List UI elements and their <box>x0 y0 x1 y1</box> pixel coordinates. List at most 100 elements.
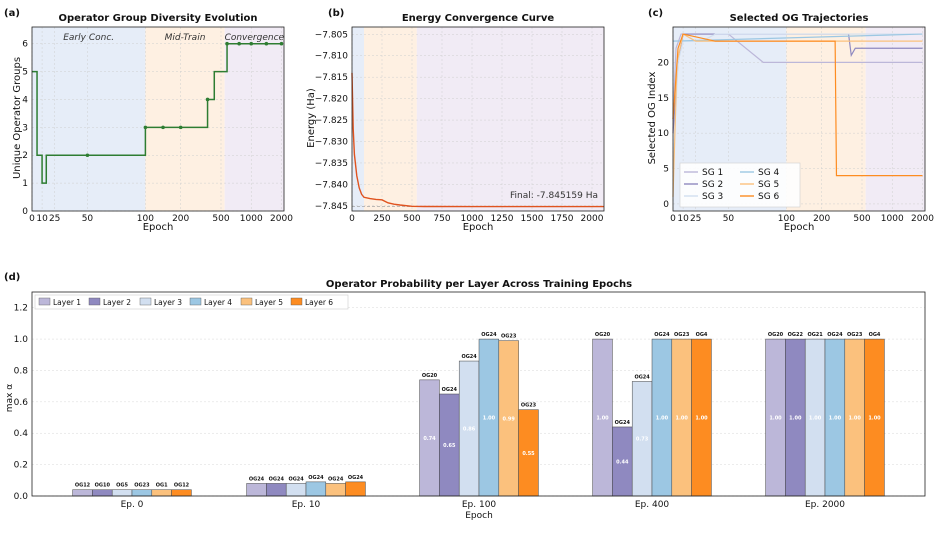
panel-c: (c) Selected OG Trajectories Epoch Selec… <box>647 8 934 233</box>
x-tick-label: 500 <box>212 214 229 224</box>
phase-label: Convergence <box>225 33 285 43</box>
x-tick-label: 1000 <box>461 214 484 224</box>
x-tick-label: 100 <box>778 214 795 224</box>
x-tick-label: Ep. 2000 <box>805 500 845 510</box>
bar <box>151 489 172 497</box>
phase-band <box>32 27 146 211</box>
bar-value-label: 1.00 <box>676 416 689 422</box>
bar-og-label: OG12 <box>75 483 91 489</box>
x-tick-label: 500 <box>853 214 870 224</box>
x-tick-label: 2000 <box>581 214 604 224</box>
y-tick-label: 0.2 <box>14 461 28 471</box>
panel-c-xlabel: Epoch <box>784 222 815 233</box>
panel-a-ylabel: Unique Operator Groups <box>12 57 23 179</box>
panel-c-legend: SG 1 SG 2 SG 3 SG 4 SG 5 SG 6 <box>679 162 801 208</box>
panel-c-label: (c) <box>648 8 663 19</box>
legend-swatch <box>88 297 101 306</box>
bar <box>305 481 327 497</box>
y-tick-label: 0 <box>22 207 28 217</box>
x-tick-label: Ep. 10 <box>292 500 321 510</box>
phase-band <box>224 27 284 211</box>
y-tick-label: 0.4 <box>14 429 29 439</box>
legend-label: Layer 6 <box>305 298 333 307</box>
legend-label: SG 2 <box>702 180 723 190</box>
x-tick-label: 25 <box>690 214 701 224</box>
panel-a-title: Operator Group Diversity Evolution <box>58 13 257 24</box>
bar-og-label: OG23 <box>134 483 150 489</box>
legend-swatch <box>189 297 202 306</box>
y-tick-label: −7.840 <box>315 180 349 190</box>
x-tick-label: 10 <box>677 214 689 224</box>
bar-og-label: OG20 <box>422 373 438 379</box>
x-tick-label: 2000 <box>911 214 934 224</box>
bar <box>345 481 366 497</box>
bar <box>131 489 153 497</box>
bar-og-label: OG4 <box>696 332 708 338</box>
y-tick-label: −7.805 <box>315 30 348 40</box>
panel-d-ylabel: max α <box>5 384 15 412</box>
panel-a-grid <box>31 27 284 212</box>
bar-value-label: 1.00 <box>656 416 669 422</box>
panel-a-frame <box>31 26 285 212</box>
y-tick-label: 6 <box>22 40 28 50</box>
x-tick-label: 50 <box>82 214 94 224</box>
trajectory-line <box>672 33 923 177</box>
x-tick-label: 500 <box>403 214 420 224</box>
bar-og-label: OG24 <box>308 475 324 481</box>
panel-a-xlabel: Epoch <box>143 222 174 233</box>
legend-label: Layer 1 <box>53 298 81 307</box>
x-tick-label: 50 <box>723 214 735 224</box>
x-tick-label: Ep. 400 <box>635 500 670 510</box>
diversity-point <box>85 153 90 158</box>
bar <box>266 483 287 497</box>
bar-og-label: OG22 <box>788 332 804 338</box>
diversity-point <box>237 41 241 46</box>
bar-og-label: OG24 <box>288 476 304 482</box>
y-tick-label: 0.6 <box>14 398 29 408</box>
panel-b-ylabel: Energy (Ha) <box>306 88 317 148</box>
y-tick-label: 15 <box>658 94 669 104</box>
y-tick-label: −7.820 <box>315 95 349 105</box>
panel-c-frame <box>672 26 926 212</box>
y-tick-label: 1.2 <box>14 304 28 314</box>
bar-og-label: OG24 <box>328 476 344 482</box>
bar <box>72 489 93 497</box>
panel-b: (b) Energy Convergence Curve Epoch Energ… <box>306 8 605 233</box>
bar-value-label: 0.44 <box>616 459 629 465</box>
x-tick-label: 1000 <box>240 214 263 224</box>
y-tick-label: 0.0 <box>14 492 29 502</box>
y-tick-label: −7.825 <box>315 116 348 126</box>
y-tick-label: 1.0 <box>14 335 29 345</box>
y-tick-label: 0 <box>663 200 669 210</box>
bar-og-label: OG21 <box>807 332 823 338</box>
bar-og-label: OG24 <box>442 387 458 393</box>
bar-og-label: OG24 <box>634 374 650 380</box>
panel-c-ylabel: Selected OG Index <box>647 71 658 164</box>
panel-b-final-annotation: Final: -7.845159 Ha <box>510 191 598 201</box>
y-tick-label: −7.815 <box>315 73 348 83</box>
bar-value-label: 0.99 <box>503 416 516 422</box>
bar-value-label: 1.00 <box>868 416 881 422</box>
legend-label: SG 6 <box>758 192 780 202</box>
bar-og-label: OG23 <box>674 332 690 338</box>
bar-og-label: OG24 <box>827 332 843 338</box>
panel-d-ylabel-text: max α <box>5 384 15 412</box>
bar-value-label: 1.00 <box>483 416 496 422</box>
bar <box>111 489 133 497</box>
x-tick-label: 200 <box>813 214 830 224</box>
bar <box>92 489 113 497</box>
legend-swatch <box>240 297 253 306</box>
bar-og-label: OG24 <box>269 476 285 482</box>
bar-og-label: OG1 <box>156 483 168 489</box>
panel-d-title: Operator Probability per Layer Across Tr… <box>326 279 632 290</box>
x-tick-label: 25 <box>49 214 60 224</box>
bar-value-label: 0.55 <box>522 451 535 457</box>
panel-a-plot <box>32 41 284 184</box>
panel-c-title: Selected OG Trajectories <box>730 13 869 24</box>
bar-og-label: OG12 <box>174 483 190 489</box>
legend-swatch <box>290 297 303 306</box>
y-tick-label: 0.8 <box>14 366 29 376</box>
bar-og-label: OG10 <box>95 483 111 489</box>
x-tick-label: 1000 <box>881 214 904 224</box>
